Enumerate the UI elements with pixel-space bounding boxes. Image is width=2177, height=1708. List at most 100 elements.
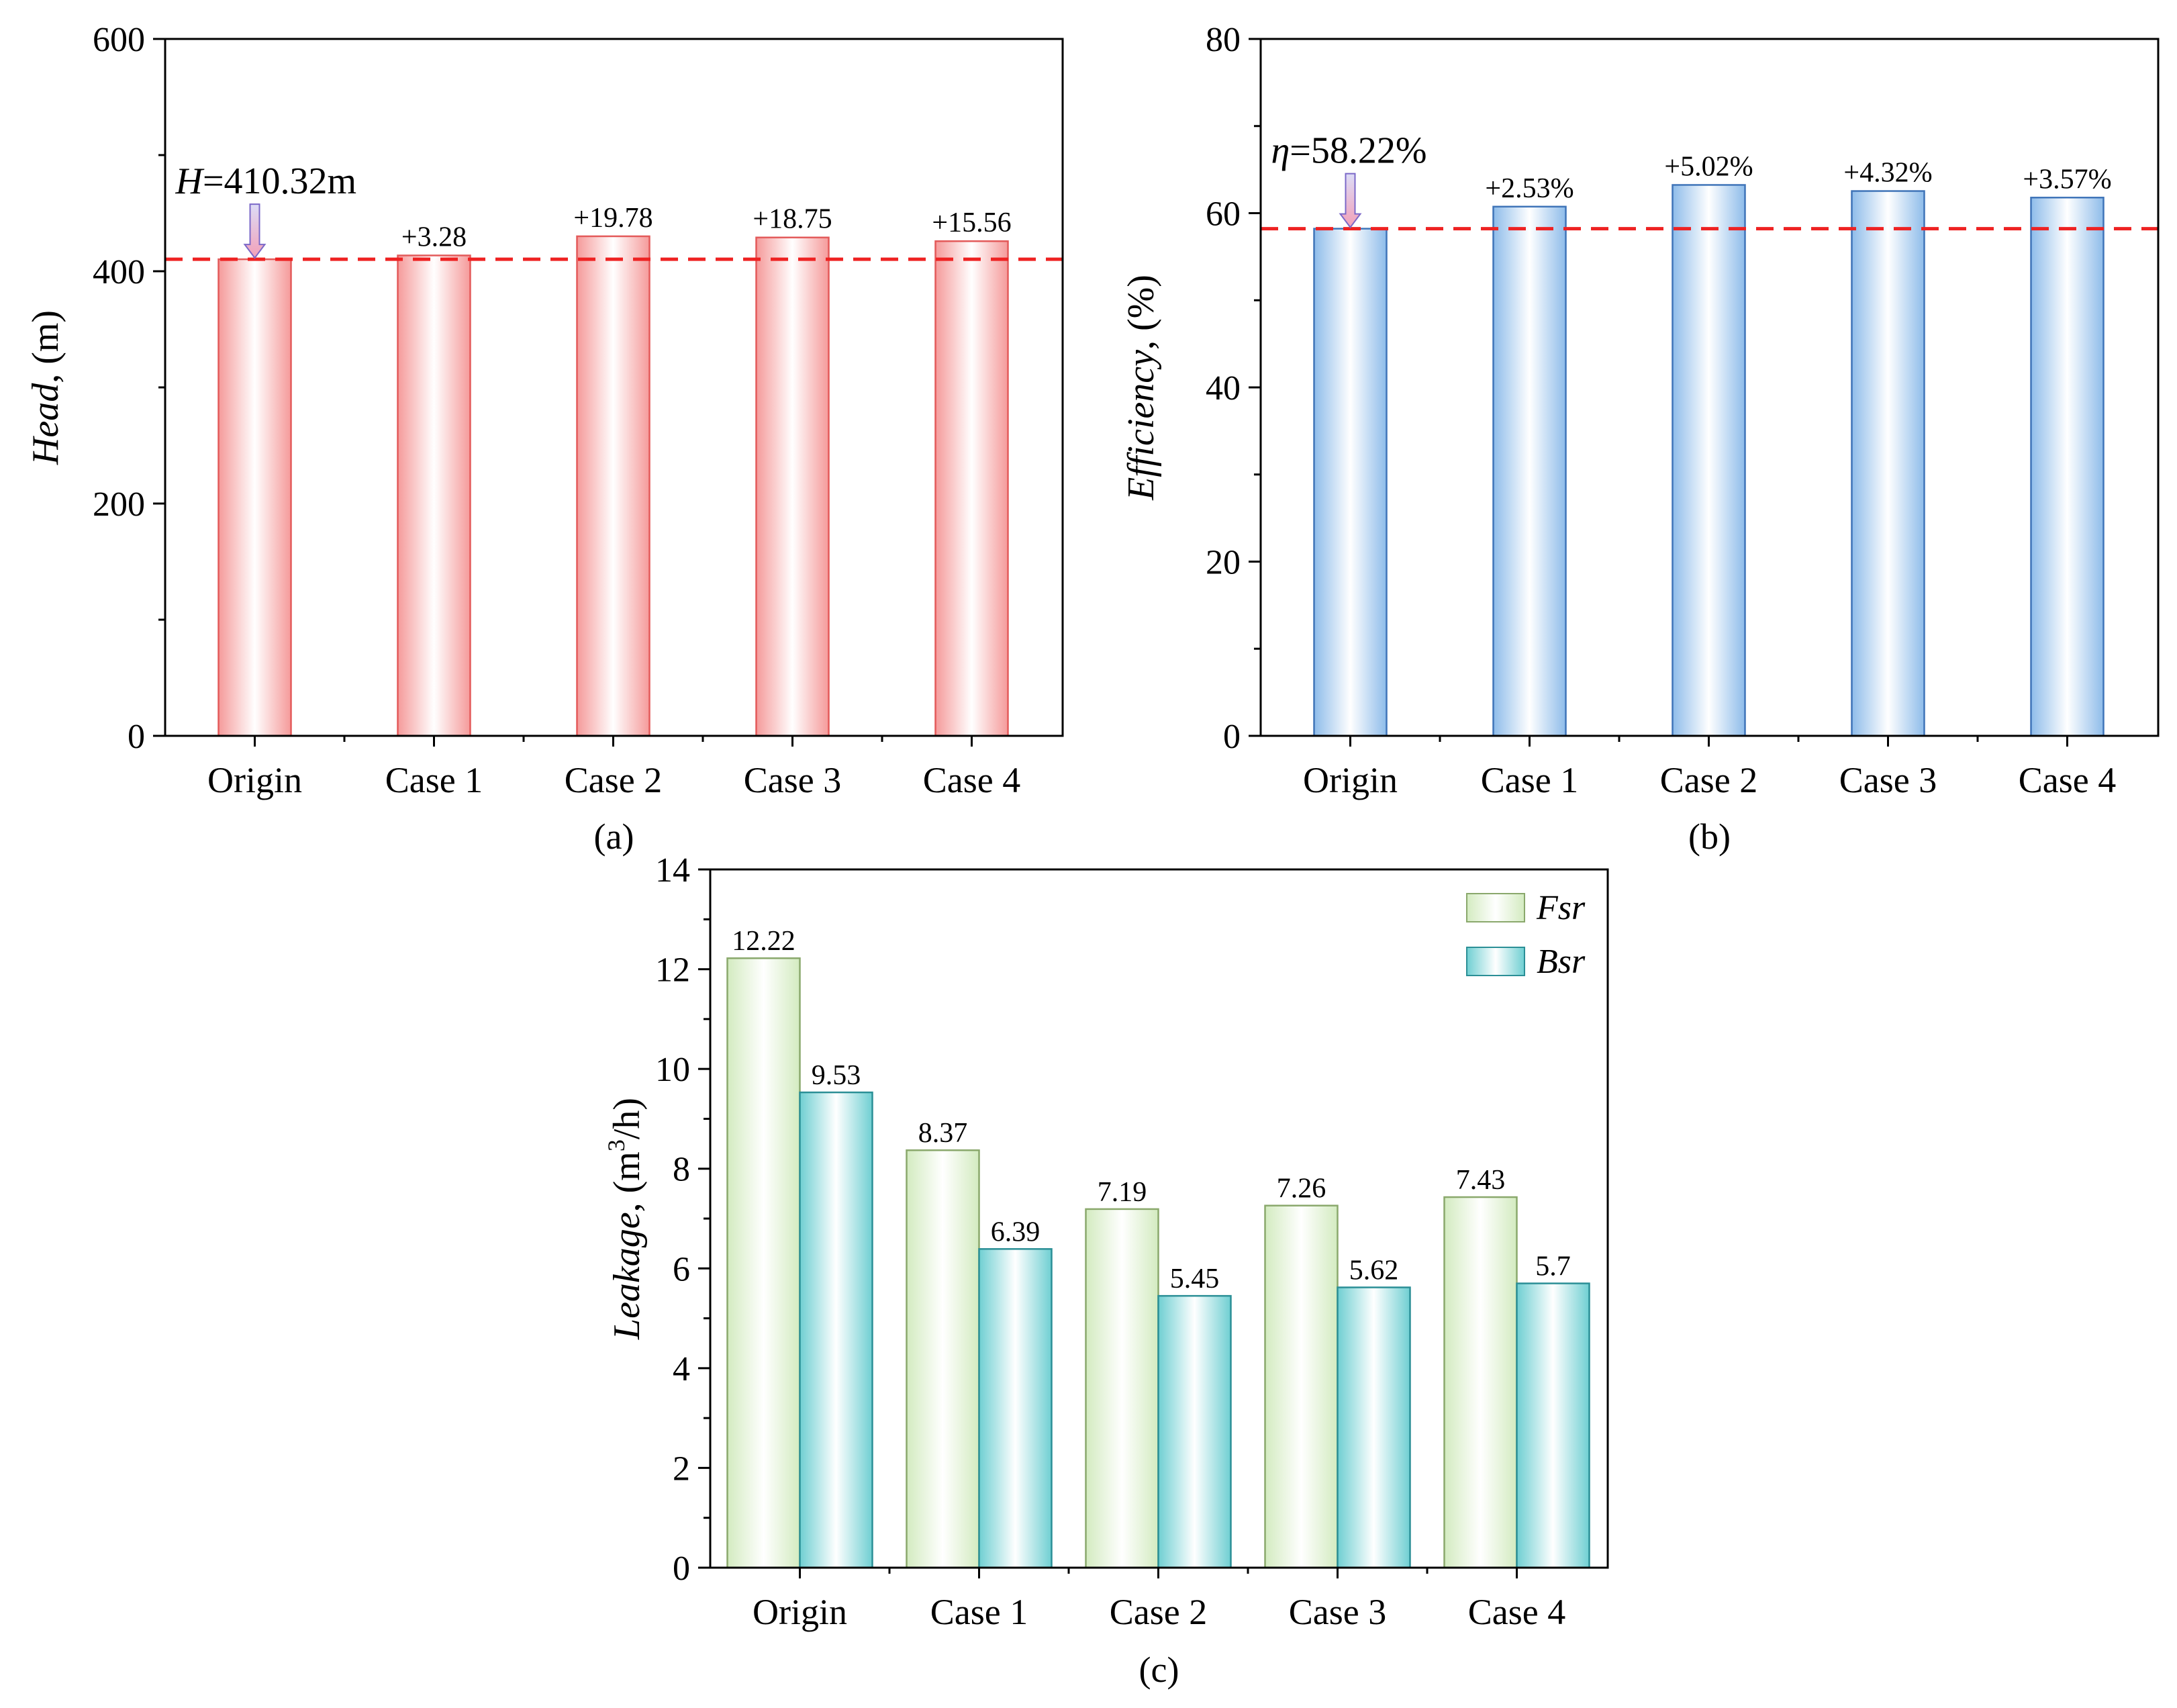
panel-a-head-chart: +3.28 +19.78 +18.75 +15.56 0 200 400 600 Origin… [25,21,1064,857]
panel-a-down-arrow-icon [243,203,267,259]
b-bar-case-2 [1672,184,1746,737]
c-bar-fsr-origin [726,957,801,1569]
b-bar-origin [1313,228,1388,737]
panel-a-data-labels: +3.28 +19.78 +18.75 +15.56 [401,203,1012,253]
c-data-label-bsr-case-2: 5.45 [1170,1264,1220,1294]
b-ytick-label: 80 [1206,21,1241,59]
b-data-label-case-1: +2.53% [1485,173,1574,204]
c-ytick-label: 2 [673,1450,690,1488]
c-ytick-label: 4 [673,1350,690,1388]
c-bar-fsr-case-4 [1443,1196,1518,1569]
a-xtick-label-case-3: Case 3 [744,760,841,800]
c-bar-bsr-case-3 [1337,1286,1411,1569]
b-xtick-label-case-4: Case 4 [2019,760,2116,800]
panel-a-annotation: H=410.32m [175,160,357,259]
b-bar-case-4 [2030,197,2105,737]
c-data-label-fsr-origin: 12.22 [732,926,795,957]
a-bar-case-3 [755,236,830,737]
panel-b-annotation: η=58.22% [1271,130,1427,229]
c-xtick-label-case-4: Case 4 [1468,1592,1565,1632]
a-bar-case-4 [934,240,1009,737]
b-ytick-label: 0 [1223,718,1241,756]
c-ytick-label: 0 [673,1550,690,1588]
a-bar-case-1 [397,254,471,737]
a-bar-origin [217,258,292,737]
b-xtick-label-case-1: Case 1 [1481,760,1578,800]
c-xtick-label-origin: Origin [753,1592,847,1632]
panel-c-bars [726,957,1590,1569]
panel-c-legend: Fsr Bsr [1466,889,1586,981]
c-xtick-label-case-2: Case 2 [1110,1592,1207,1632]
legend-swatch-fsr [1466,893,1525,922]
b-bar-case-3 [1851,190,1925,737]
c-xtick-label-case-3: Case 3 [1289,1592,1386,1632]
b-xtick-label-origin: Origin [1303,760,1398,800]
c-bar-bsr-case-1 [978,1248,1053,1569]
legend-label-fsr: Fsr [1536,889,1586,927]
c-data-label-bsr-case-3: 5.62 [1349,1255,1399,1286]
a-xtick-label-case-4: Case 4 [923,760,1020,800]
c-ytick-label: 12 [655,951,690,990]
c-data-label-bsr-case-4: 5.7 [1535,1251,1571,1282]
panel-b-data-labels: +2.53% +5.02% +4.32% +3.57% [1485,151,2111,203]
a-ytick-label: 400 [93,253,145,291]
b-data-label-case-2: +5.02% [1664,151,1753,182]
a-data-label-case-1: +3.28 [401,222,467,252]
a-ytick-label: 600 [93,21,145,59]
c-bar-bsr-origin [799,1091,873,1569]
c-bar-fsr-case-3 [1264,1204,1339,1569]
legend-label-bsr: Bsr [1537,943,1586,981]
panel-c-axes: 0 2 4 6 8 10 12 14 Origin Case 1 Case 2 Case 3 Case … [655,851,1609,1632]
c-data-label-bsr-case-1: 6.39 [991,1217,1041,1247]
c-ytick-label: 10 [655,1051,690,1089]
panel-a-y-axis-title: Head, (m) [25,310,66,465]
a-data-label-case-3: +18.75 [753,204,832,235]
c-data-label-fsr-case-3: 7.26 [1277,1174,1326,1204]
c-data-label-bsr-origin: 9.53 [812,1060,861,1091]
panel-b-efficiency-chart: +2.53% +5.02% +4.32% +3.57% 0 20 40 60 80 Origin… [1120,21,2160,857]
b-xtick-label-case-3: Case 3 [1839,760,1937,800]
b-data-label-case-4: +3.57% [2023,164,2111,195]
c-xtick-label-case-1: Case 1 [930,1592,1028,1632]
b-xtick-label-case-2: Case 2 [1660,760,1757,800]
b-ytick-label: 20 [1206,544,1241,582]
c-bar-fsr-case-2 [1085,1208,1159,1569]
panel-c-y-axis-title: Leakage, (m3/h) [603,1098,648,1340]
c-data-label-fsr-case-2: 7.19 [1098,1177,1147,1208]
panel-b-bars [1313,184,2105,737]
b-ytick-label: 40 [1206,369,1241,408]
b-bar-case-1 [1492,205,1567,737]
a-xtick-label-case-1: Case 1 [385,760,483,800]
legend-swatch-bsr [1466,947,1525,976]
panel-c-label: (c) [1139,1650,1179,1690]
c-ytick-label: 8 [673,1151,690,1189]
panel-a-axes: 0 200 400 600 Origin Case 1 Case 2 Case 3 Case 4 [93,21,1064,800]
panel-b-label: (b) [1688,816,1731,857]
c-ytick-label: 14 [655,851,690,890]
panel-c-leakage-chart: 12.22 8.37 7.19 7.26 7.43 9.53 6.39 5.45 5.62 5.7… [603,851,1609,1690]
panel-b-annotation-text: η=58.22% [1271,130,1427,172]
b-data-label-case-3: +4.32% [1843,158,1932,189]
c-bar-bsr-case-4 [1516,1282,1590,1569]
a-ytick-label: 200 [93,485,145,524]
panel-b-y-axis-title: Efficiency, (%) [1120,275,1162,501]
a-bar-case-2 [576,235,650,737]
panel-a-bars [217,235,1009,737]
a-xtick-label-case-2: Case 2 [565,760,662,800]
b-ytick-label: 60 [1206,195,1241,234]
a-data-label-case-2: +19.78 [573,203,652,234]
c-bar-bsr-case-2 [1157,1294,1232,1569]
c-bar-fsr-case-1 [906,1149,980,1569]
a-xtick-label-origin: Origin [207,760,302,800]
panel-b-axes: 0 20 40 60 80 Origin Case 1 Case 2 Case 3 Case 4 [1206,21,2160,800]
panel-a-label: (a) [594,816,634,857]
panel-c-data-labels: 12.22 8.37 7.19 7.26 7.43 9.53 6.39 5.45 5.62 5.7 [732,926,1571,1294]
c-data-label-fsr-case-1: 8.37 [918,1118,968,1149]
panel-a-annotation-text: H=410.32m [175,160,357,202]
panel-b-down-arrow-icon [1339,173,1362,229]
a-data-label-case-4: +15.56 [932,207,1011,238]
c-data-label-fsr-case-4: 7.43 [1456,1165,1506,1196]
c-ytick-label: 6 [673,1250,690,1288]
a-ytick-label: 0 [128,718,145,756]
